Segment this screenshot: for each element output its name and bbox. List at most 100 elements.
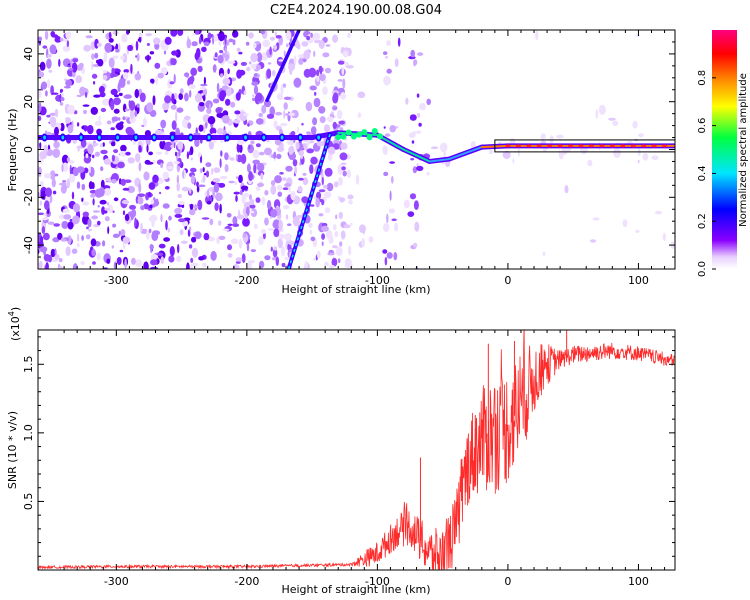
spectrogram-speckle (201, 217, 210, 220)
spectrogram-speckle (102, 70, 108, 74)
spectrogram-speckle (110, 100, 115, 111)
spectrogram-speckle (232, 223, 240, 227)
spectrogram-speckle (632, 120, 638, 129)
spectrogram-speckle (322, 52, 330, 58)
spectrogram-speckle (334, 181, 339, 188)
spectrogram-speckle (273, 199, 281, 210)
spectrogram-speckle (622, 219, 628, 228)
tone-blob-core (97, 135, 101, 140)
spectrogram-speckle (202, 167, 205, 173)
spectrogram-speckle (651, 155, 659, 160)
spectrogram-speckle (248, 171, 254, 182)
spectrogram-speckle (315, 197, 321, 208)
tone-blob-red (620, 144, 626, 148)
tone-blob-red (641, 144, 647, 148)
spectrogram-speckle (150, 78, 155, 84)
tone-blob-core (207, 135, 211, 140)
spectrogram-speckle (220, 73, 224, 78)
spectrogram-speckle (384, 133, 391, 137)
spectrogram-speckle (90, 193, 96, 198)
spectrogram-speckle (258, 112, 263, 118)
spectrogram-speckle (83, 125, 88, 132)
spectrogram-speckle (138, 33, 143, 38)
spectrogram-speckle (322, 184, 328, 189)
spectrogram-speckle (383, 223, 390, 232)
spectrogram-speckle (59, 102, 64, 106)
spectrogram-speckle (162, 102, 170, 111)
spectrogram-speckle (42, 45, 48, 49)
spectrogram-speckle (170, 58, 177, 66)
spectrogram-speckle (155, 129, 163, 136)
spectrogram-speckle (55, 36, 61, 40)
spectrogram-speckle (251, 81, 259, 86)
spectrogram-speckle (282, 187, 289, 191)
spectrogram-speckle (110, 141, 116, 147)
spectrogram-speckle (61, 163, 64, 173)
spectrogram-speckle (278, 59, 285, 62)
spectrogram-speckle (173, 73, 176, 84)
spectrogram-speckle (54, 249, 57, 256)
spectrogram-speckle (385, 56, 389, 59)
spectrogram-speckle (301, 41, 309, 47)
spectrogram-speckle (411, 140, 415, 144)
tone-line-inner (448, 146, 483, 161)
tone-blob-core (298, 135, 302, 140)
spectrogram-speckle (167, 78, 173, 89)
spectrogram-speckle (470, 141, 476, 149)
spectrogram-speckle (134, 217, 137, 227)
spectrogram-speckle (232, 30, 239, 38)
spectrogram-speckle (137, 38, 142, 42)
spectrogram-speckle (112, 233, 120, 238)
tone-blob-core (317, 135, 321, 140)
spectrogram-speckle (288, 240, 296, 246)
spectrogram-speckle (405, 97, 409, 105)
spectrogram-speckle (241, 193, 246, 204)
spectrogram-speckle (303, 49, 311, 60)
spectrogram-speckle (54, 173, 59, 177)
spectrogram-speckle (556, 134, 564, 139)
spectrogram-speckle (253, 42, 257, 49)
spectrogram-speckle (141, 139, 145, 146)
spectrogram-speckle (177, 243, 180, 254)
spectrogram-speckle (383, 51, 388, 55)
spectrogram-speckle (157, 72, 164, 79)
spectrogram-speckle (348, 199, 353, 205)
spectrogram-speckle (226, 213, 232, 218)
spectrogram-speckle (92, 210, 100, 213)
x-tick-label: -200 (234, 274, 259, 287)
spectrogram-speckle (305, 101, 313, 112)
spectrogram-speckle (332, 245, 338, 249)
snr-scale-prefix: (x10 (9, 316, 22, 341)
spectrogram-speckle (249, 61, 252, 65)
tone-blob-core (280, 135, 284, 140)
diagonal-line-b (264, 30, 301, 103)
spectrogram-speckle (125, 126, 134, 135)
spectrogram-speckle (260, 30, 266, 35)
spectrogram-speckle (275, 35, 282, 39)
spectrogram-speckle (41, 226, 46, 234)
spectrogram-speckle (83, 167, 89, 174)
spectrogram-speckle (346, 65, 354, 69)
spectrogram-speckle (104, 42, 112, 53)
spectrogram-speckle (227, 253, 233, 258)
spectrogram-speckle (194, 138, 200, 148)
spectrogram-speckle (184, 92, 189, 102)
spectrogram-speckle (73, 110, 78, 115)
diagonal-line-a (286, 132, 333, 269)
spectrogram-speckle (242, 233, 247, 238)
spectrogram-speckle (202, 91, 206, 95)
spectrogram-speckle (88, 164, 91, 174)
spectrogram-speckle (129, 109, 134, 120)
spectrogram-speckle (235, 260, 241, 264)
spectrogram-speckle (337, 109, 343, 120)
spectrogram-speckle (113, 97, 121, 106)
spectrogram-speckle (222, 77, 231, 86)
spectrogram-speckle (294, 166, 298, 175)
spectrogram-speckle (90, 106, 99, 115)
spectrogram-speckle (155, 198, 159, 204)
spectrogram-speckle (190, 167, 197, 173)
spectrogram-speckle (207, 116, 216, 125)
tone-blob-red (568, 144, 574, 148)
spectrogram-speckle (150, 259, 158, 266)
spectrogram-speckle (164, 186, 170, 190)
